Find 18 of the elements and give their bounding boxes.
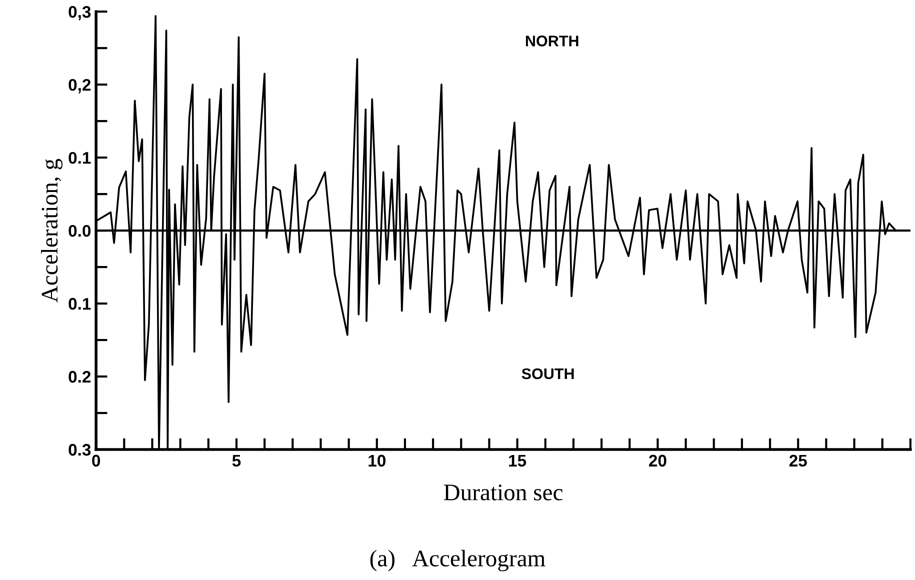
y-tick-label: 0.1 [68,152,91,164]
y-tick-label: 0.0 [68,224,91,237]
x-tick-label: 15 [509,454,526,467]
y-tick-label: 0,3 [68,6,91,20]
y-tick-label: 0.3 [68,444,91,456]
y-tick-label: 0,2 [68,78,91,94]
x-tick-label: 20 [649,454,666,467]
y-tick-label: 0.2 [68,370,91,383]
y-axis-title: Acceleration, g [41,158,62,302]
x-axis-title: Duration sec [444,484,563,500]
text: (a) Accelerogram [370,550,546,572]
x-tick-label: 25 [789,454,807,467]
annotation: SOUTH [522,368,574,380]
annotation: NORTH [526,36,578,46]
y-tick-label: 0.1 [68,298,91,310]
x-tick-label: 10 [368,454,386,467]
x-tick-label: 0 [92,454,100,467]
x-tick-label: 5 [232,454,241,467]
